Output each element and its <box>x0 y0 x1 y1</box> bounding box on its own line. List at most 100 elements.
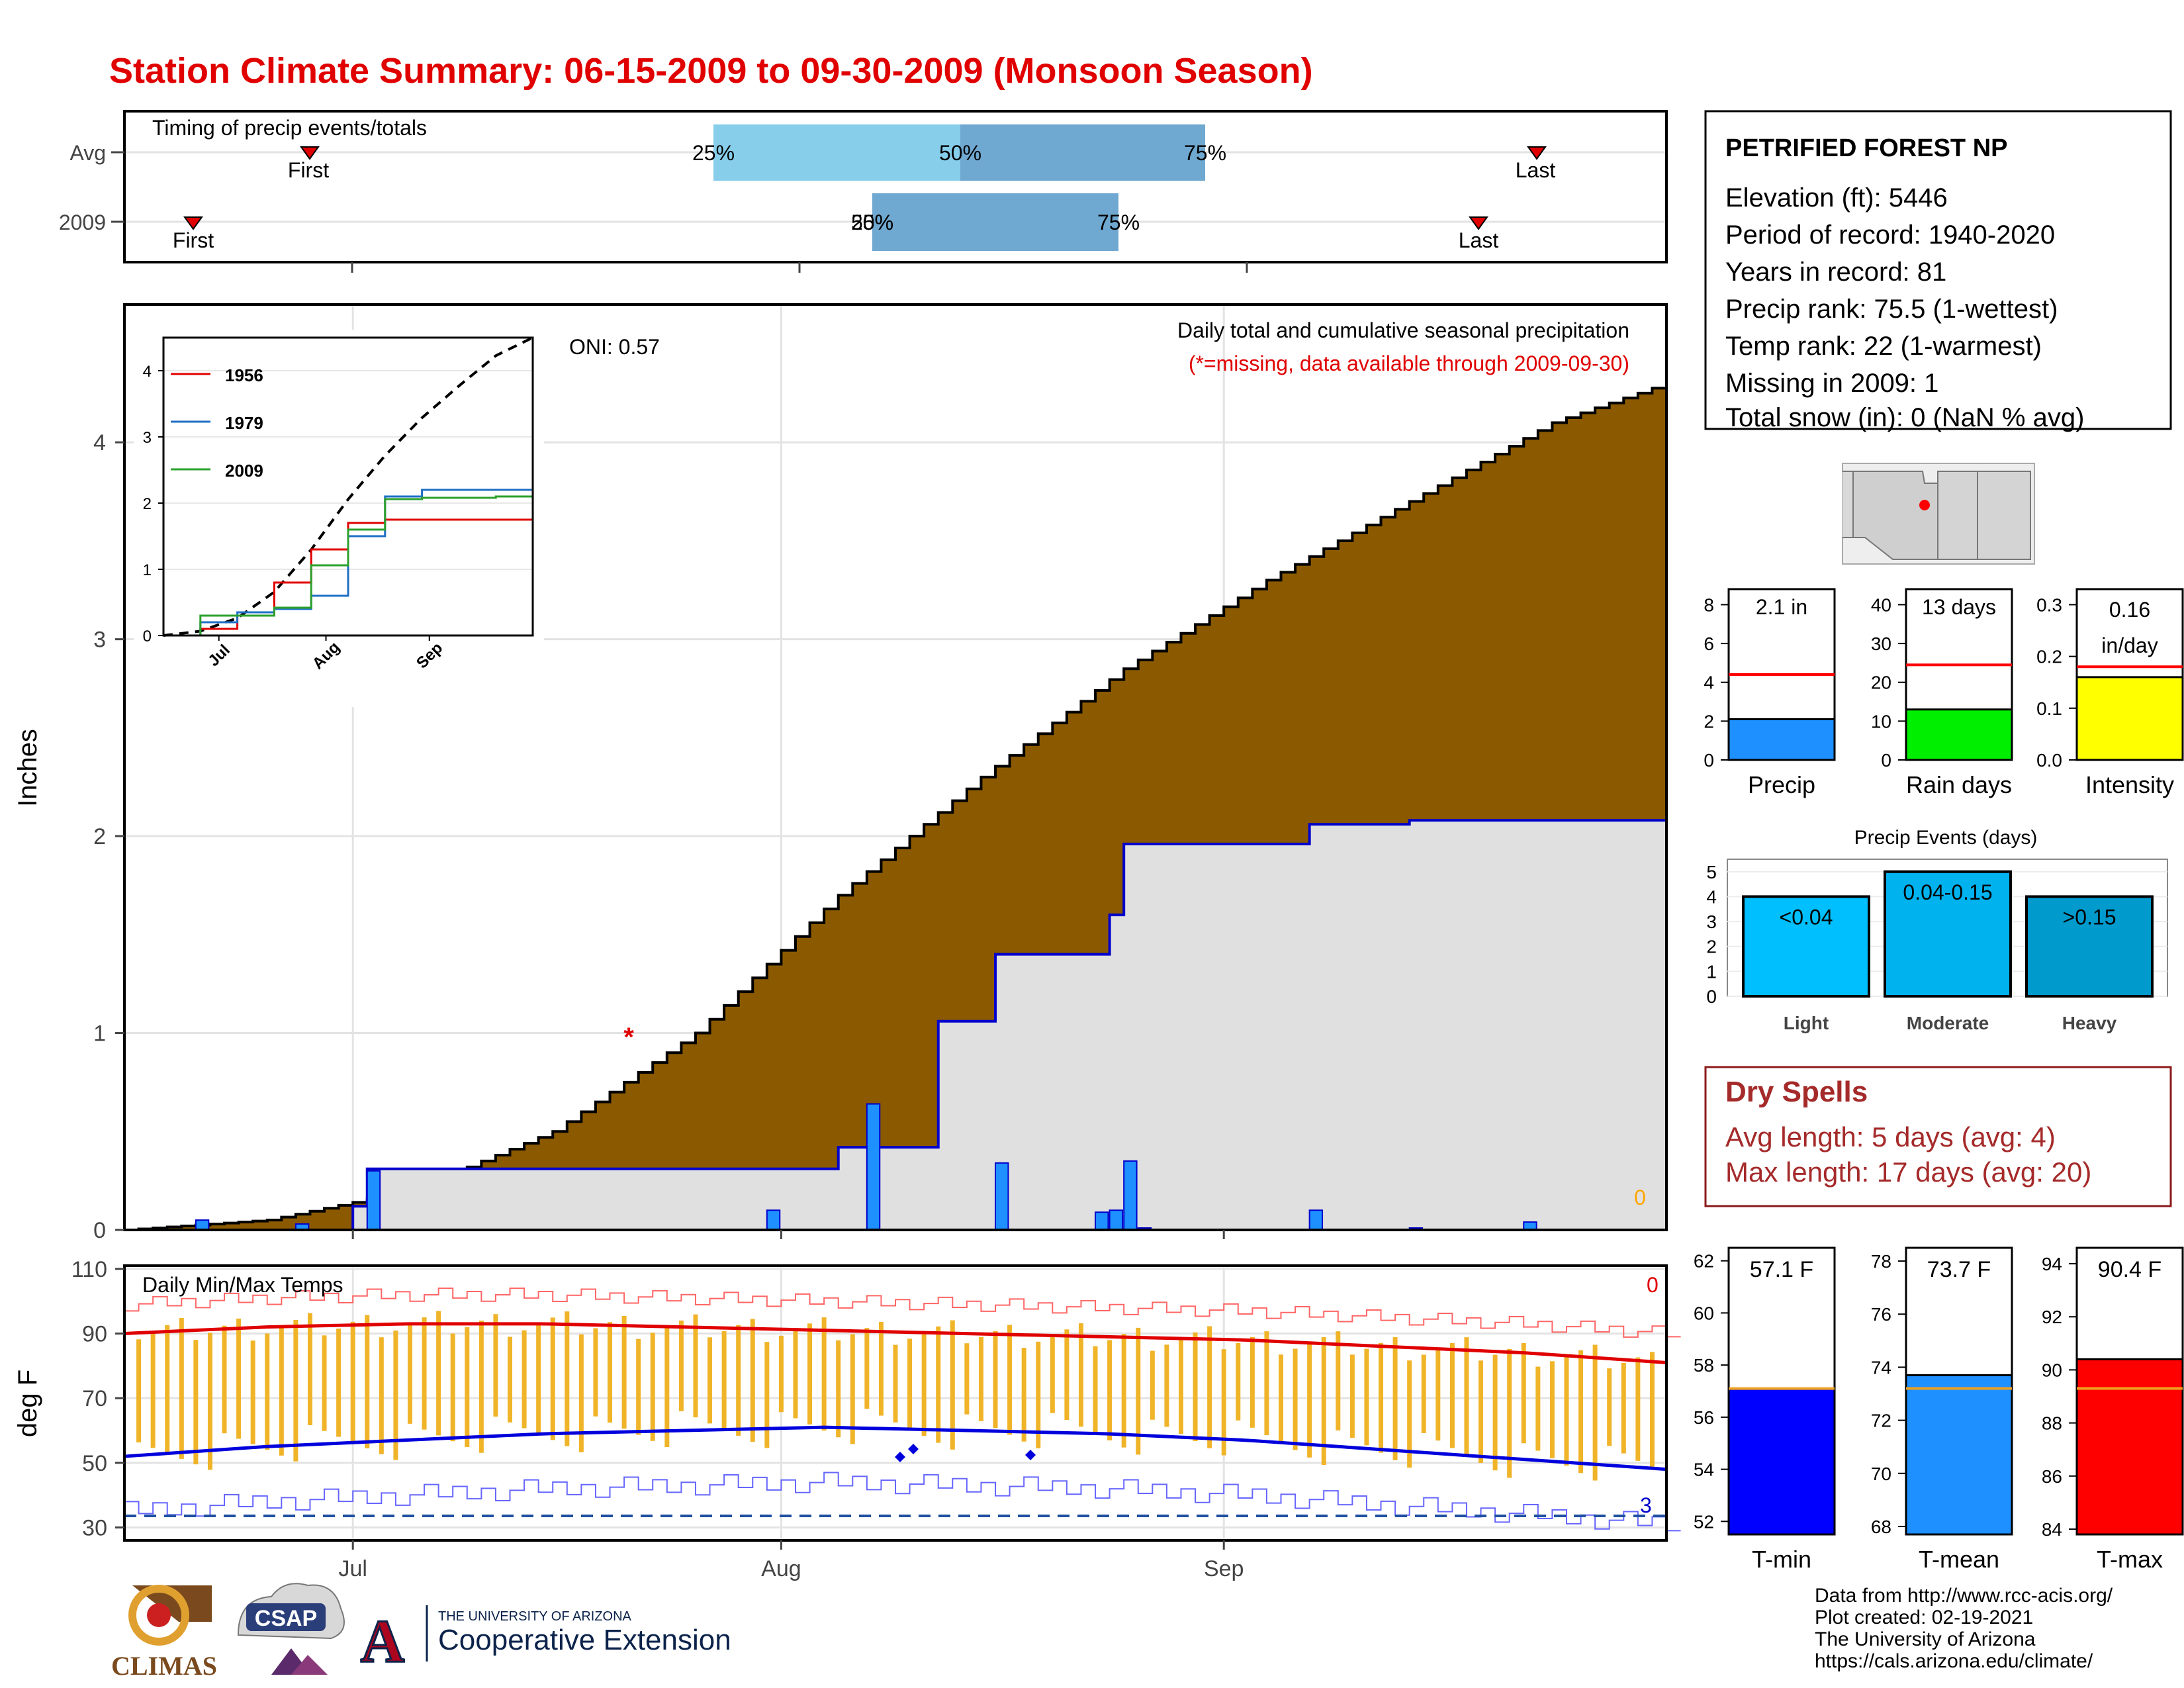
events-ytick: 3 <box>1706 912 1717 932</box>
credit-line: Plot created: 02-19-2021 <box>1815 1607 2033 1628</box>
daily-temp-bar <box>1279 1354 1283 1443</box>
daily-temp-bar <box>136 1339 142 1443</box>
daily-temp-bar <box>1264 1331 1269 1436</box>
daily-temp-bar <box>179 1318 184 1459</box>
daily-temp-bar <box>1336 1331 1341 1430</box>
daily-temp-bar <box>1349 1354 1355 1438</box>
summary-ytick: 40 <box>1871 594 1891 615</box>
daily-temp-bar <box>893 1344 898 1423</box>
daily-temp-bar <box>1293 1348 1298 1450</box>
temp-summary-ytick: 70 <box>1871 1464 1891 1484</box>
temp-summary-bar-2: 84 86 88 90 92 94 90.4 F T-max <box>2042 1246 2184 1573</box>
daily-temp-bar <box>650 1333 655 1441</box>
temp-summary-ytick: 94 <box>2042 1254 2062 1274</box>
avg-last-marker-icon <box>1527 146 1547 160</box>
temp-summary-ytick: 68 <box>1871 1517 1891 1537</box>
temp-ytick-label: 110 <box>71 1257 107 1282</box>
inset-ytick-label: 3 <box>143 429 152 447</box>
daily-temp-bar <box>1392 1337 1398 1460</box>
daily-temp-bar <box>1050 1335 1055 1413</box>
diamond-icon <box>895 1452 905 1462</box>
summary-ytick: 8 <box>1704 594 1714 615</box>
temp-summary-ytick: 60 <box>1694 1303 1714 1323</box>
daily-temp-bar <box>222 1325 227 1434</box>
daily-temp-bar <box>436 1311 441 1436</box>
y2009-first-label: First <box>173 228 214 252</box>
precip-yticks: 0 1 2 3 4 <box>93 430 1225 1243</box>
summary-ytick: 20 <box>1871 673 1891 693</box>
daily-temp-bar <box>621 1315 627 1429</box>
daily-temp-bar <box>1121 1334 1126 1448</box>
daily-temp-bar <box>522 1330 527 1429</box>
temp-summary-ytick: 76 <box>1871 1304 1891 1325</box>
credit-line: The University of Arizona <box>1815 1628 2036 1650</box>
daily-temp-bar <box>993 1331 998 1429</box>
daily-temp-bar <box>1435 1348 1441 1441</box>
daily-temp-bar <box>493 1314 498 1417</box>
summary-value: 0.16 <box>2109 598 2150 622</box>
timing-panel: Timing of precip events/totals Avg 2009 … <box>59 110 1668 273</box>
precip-ylabel: Inches <box>13 729 42 807</box>
record-low-line <box>124 1472 1681 1532</box>
footer-logos: CLIMAS CSAP A THE UNIVERSITY OF ARIZONA … <box>111 1583 731 1681</box>
inset-ytick-label: 4 <box>143 363 152 381</box>
events-ytick: 4 <box>1706 886 1717 907</box>
avg-max-line <box>124 1322 1667 1364</box>
daily-temp-bar <box>1464 1337 1469 1456</box>
csap-text: CSAP <box>255 1606 317 1631</box>
summary-ytick: 2 <box>1704 711 1714 731</box>
precip-note-2: (*=missing, data available through 2009-… <box>1189 352 1629 375</box>
daily-temp-bar <box>393 1330 398 1460</box>
temp-xticks: Jul Aug Sep <box>338 1540 1244 1581</box>
summary-value-unit: in/day <box>2101 633 2158 657</box>
daily-temp-bar <box>1564 1356 1569 1466</box>
station-line: Temp rank: 22 (1-warmest) <box>1725 332 2042 361</box>
climas-logo: CLIMAS <box>111 1585 217 1681</box>
daily-temp-bar <box>978 1336 983 1421</box>
diamond-icon <box>1025 1450 1036 1460</box>
temp-summary-ytick: 72 <box>1871 1411 1891 1431</box>
daily-temp-bar <box>1178 1338 1183 1434</box>
temp-summary-ytick: 62 <box>1694 1251 1714 1272</box>
daily-precip-bar <box>1308 1209 1324 1231</box>
temp-summary-ytick: 84 <box>2042 1519 2062 1540</box>
avg-first-label: First <box>288 158 329 182</box>
inset-ytick-label: 2 <box>143 495 152 513</box>
summary-bar-fill <box>2075 676 2184 761</box>
station-line: Precip rank: 75.5 (1-wettest) <box>1725 295 2058 324</box>
daily-temp-bar <box>1479 1360 1484 1463</box>
daily-precip-bar <box>1123 1160 1138 1231</box>
summary-label: Intensity <box>2085 771 2174 798</box>
temp-xtick-label: Sep <box>1204 1556 1244 1581</box>
daily-temp-bar <box>478 1321 484 1453</box>
daily-temp-bar <box>336 1329 341 1437</box>
daily-temp-bar <box>1635 1357 1641 1461</box>
avg-last-label: Last <box>1516 158 1556 182</box>
daily-temp-bar <box>1549 1361 1555 1458</box>
event-bar <box>1742 895 1870 998</box>
daily-temp-bar <box>1021 1348 1026 1442</box>
daily-precip-bar <box>1095 1211 1109 1231</box>
avg-p75-label: 75% <box>1184 141 1226 165</box>
temp-summary-fill <box>2075 1358 2184 1536</box>
daily-temp-bar <box>1207 1326 1212 1448</box>
daily-temp-bar <box>1507 1348 1512 1478</box>
daily-temp-bar <box>1449 1342 1455 1448</box>
daily-temp-bar <box>1578 1350 1584 1474</box>
inset-avg-line <box>163 336 533 637</box>
event-bar-text: >0.15 <box>2063 905 2116 929</box>
credit-line: Data from http://www.rcc-acis.org/ <box>1815 1585 2113 1607</box>
daily-temp-bar <box>1421 1354 1426 1433</box>
location-map <box>1842 463 2035 565</box>
y2009-p75-label: 75% <box>1097 211 1140 234</box>
daily-precip-bar <box>995 1162 1009 1231</box>
temp-summary-value: 57.1 F <box>1750 1257 1813 1282</box>
daily-temp-bar <box>422 1317 427 1430</box>
precip-events-chart: Precip Events (days) 0 1 2 3 4 5 <0.04 Light 0.0… <box>1706 827 2168 1033</box>
avg-p25-label: 25% <box>692 141 735 165</box>
legend-1956: 1956 <box>225 365 263 385</box>
inset-legend: 1956 1979 2009 <box>171 365 263 481</box>
inset-ytick-label: 1 <box>143 561 152 579</box>
timing-row-2009: 2009 <box>59 211 106 234</box>
